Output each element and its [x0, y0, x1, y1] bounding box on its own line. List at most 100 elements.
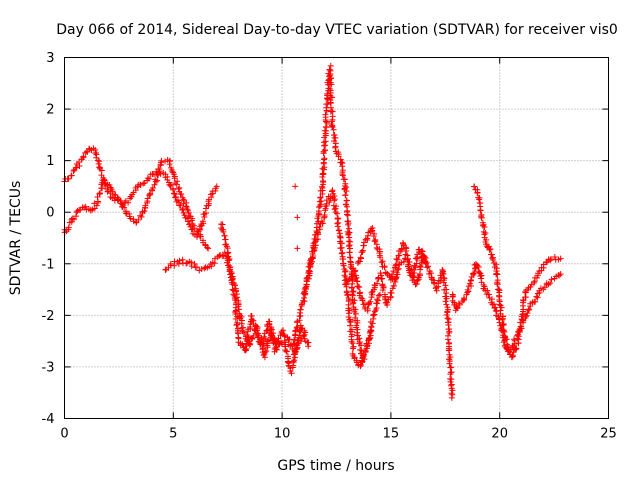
data-point [369, 320, 376, 327]
data-point [394, 266, 401, 273]
data-point [390, 268, 397, 275]
data-point [188, 217, 195, 224]
data-point [342, 192, 349, 199]
data-point [227, 271, 234, 278]
data-point [179, 207, 186, 214]
data-point [377, 254, 384, 261]
data-point [350, 300, 357, 307]
data-point [68, 172, 75, 179]
data-point [500, 315, 507, 322]
data-point [487, 246, 494, 253]
data-point [308, 258, 315, 265]
data-point [357, 254, 364, 261]
data-point [99, 185, 106, 192]
data-point [442, 282, 449, 289]
data-point [331, 196, 338, 203]
data-point [302, 284, 309, 291]
data-point [344, 292, 351, 299]
data-point [359, 354, 366, 361]
x-tick-labels: 0 5 10 15 20 25 [60, 427, 616, 442]
data-point [198, 266, 205, 273]
data-point [293, 324, 300, 331]
data-point [372, 238, 379, 245]
data-point [334, 210, 341, 217]
data-point [175, 186, 182, 193]
data-point [256, 340, 263, 347]
data-point [418, 247, 425, 254]
data-point [384, 299, 391, 306]
data-point [352, 310, 359, 317]
data-point [472, 261, 479, 268]
data-point [219, 221, 226, 228]
data-point [291, 357, 298, 364]
data-point [250, 332, 257, 339]
data-point [321, 155, 328, 162]
data-point [244, 332, 251, 339]
data-point [547, 257, 554, 264]
data-point [158, 157, 165, 164]
data-point [493, 261, 500, 268]
data-point [318, 198, 325, 205]
data-point [149, 184, 156, 191]
data-point [363, 341, 370, 348]
chart-title: Day 066 of 2014, Sidereal Day-to-day VTE… [56, 22, 618, 38]
data-point [338, 250, 345, 257]
data-point [170, 186, 177, 193]
data-point [304, 274, 311, 281]
data-point [447, 364, 454, 371]
data-point [444, 319, 451, 326]
data-point [270, 336, 277, 343]
data-point [414, 277, 421, 284]
data-point [334, 220, 341, 227]
data-point [70, 216, 77, 223]
data-point [523, 312, 530, 319]
data-point [297, 312, 304, 319]
data-point [551, 254, 558, 261]
y-tick-label: -2 [42, 309, 55, 324]
data-point [135, 216, 142, 223]
data-point [343, 197, 350, 204]
data-point [273, 337, 280, 344]
data-point [337, 240, 344, 247]
data-point [322, 111, 329, 118]
data-point [525, 307, 532, 314]
data-point [477, 207, 484, 214]
data-point [321, 212, 328, 219]
data-point [464, 289, 471, 296]
data-point [446, 329, 453, 336]
data-point [111, 191, 118, 198]
data-point [409, 277, 416, 284]
data-point [509, 353, 516, 360]
data-point [378, 259, 385, 266]
data-point [556, 272, 563, 279]
data-point [149, 187, 156, 194]
data-point [297, 306, 304, 313]
data-point [379, 275, 386, 282]
data-point [484, 287, 491, 294]
data-point [374, 280, 381, 287]
data-point [300, 332, 307, 339]
data-point [368, 289, 375, 296]
data-point [478, 214, 485, 221]
data-point [448, 394, 455, 401]
data-point [335, 153, 342, 160]
data-point [364, 235, 371, 242]
data-point [326, 66, 333, 73]
data-point [346, 307, 353, 314]
data-point [334, 223, 341, 230]
data-point [411, 270, 418, 277]
data-point [153, 170, 160, 177]
data-point [242, 343, 249, 350]
data-point [348, 338, 355, 345]
data-point [96, 190, 103, 197]
data-point [351, 268, 358, 275]
data-point [527, 283, 534, 290]
data-point [410, 273, 417, 280]
data-point [321, 127, 328, 134]
data-point [263, 347, 270, 354]
data-point [400, 258, 407, 265]
data-point [398, 259, 405, 266]
data-point [388, 290, 395, 297]
data-point [292, 348, 299, 355]
